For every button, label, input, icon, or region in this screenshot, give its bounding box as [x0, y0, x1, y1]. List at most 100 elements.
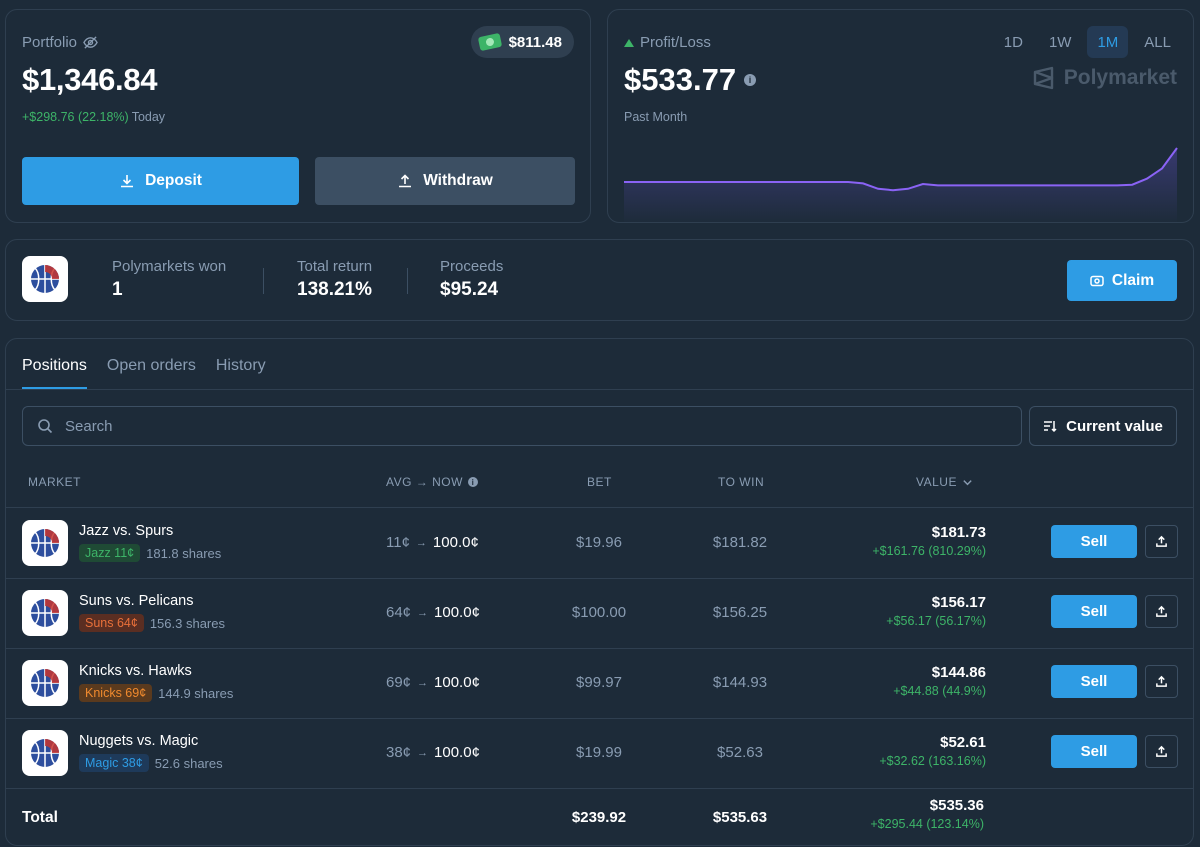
market-title[interactable]: Nuggets vs. Magic — [79, 733, 199, 749]
row-divider — [6, 578, 1193, 579]
search-input[interactable] — [65, 417, 965, 435]
share-icon — [1156, 535, 1167, 547]
tab-open-orders[interactable]: Open orders — [106, 357, 196, 374]
arrow-right-icon: → — [417, 606, 429, 619]
shares-count: 144.9 shares — [158, 685, 234, 701]
market-title[interactable]: Suns vs. Pelicans — [79, 593, 194, 609]
profit-loss-value: $533.77 i — [624, 62, 757, 98]
share-button[interactable] — [1145, 525, 1178, 558]
range-all[interactable]: ALL — [1144, 33, 1171, 51]
cash-balance-pill: $811.48 — [470, 26, 574, 58]
profit-loss-label: Profit/Loss — [624, 34, 711, 51]
info-icon[interactable]: i — [467, 477, 478, 487]
tabs-divider — [6, 389, 1193, 390]
eye-off-icon[interactable] — [83, 35, 98, 50]
range-selector: 1D 1W 1M ALL — [994, 26, 1181, 58]
divider — [407, 268, 408, 294]
outcome-badge: Suns 64¢ — [79, 614, 144, 632]
outcome-badge: Knicks 69¢ — [79, 684, 153, 702]
polymarket-logo-icon — [1033, 66, 1053, 90]
polymarkets-won-stat: Polymarkets won 1 — [112, 258, 227, 300]
basketball-icon — [22, 730, 68, 776]
info-icon[interactable]: i — [744, 74, 757, 86]
range-1m[interactable]: 1M — [1087, 26, 1129, 58]
to-win-cell: $52.63 — [717, 744, 763, 761]
shares-count: 52.6 shares — [154, 755, 223, 771]
avg-now-cell: 69¢ → 100.0¢ — [386, 674, 480, 691]
share-button[interactable] — [1145, 665, 1178, 698]
sell-button[interactable]: Sell — [1051, 595, 1137, 628]
header-to-win: TO WIN — [718, 475, 765, 489]
outcome-badge: Jazz 11¢ — [79, 544, 141, 562]
total-bet: $239.92 — [571, 809, 627, 826]
basketball-icon — [22, 256, 68, 302]
search-icon — [38, 419, 53, 434]
avg-now-cell: 38¢ → 100.0¢ — [386, 744, 480, 761]
basketball-icon — [22, 590, 68, 636]
table-divider — [6, 507, 1193, 508]
divider — [263, 268, 264, 294]
shares-count: 181.8 shares — [146, 545, 222, 561]
market-title[interactable]: Jazz vs. Spurs — [79, 523, 174, 539]
positions-tabs: Positions Open orders History — [22, 357, 266, 389]
table-row[interactable]: Knicks vs. Hawks Knicks 69¢ 144.9 shares 69… — [6, 648, 1195, 718]
download-icon — [121, 175, 134, 188]
header-value[interactable]: VALUE — [916, 475, 973, 489]
claim-button[interactable]: Claim — [1067, 260, 1177, 301]
value-cell: $52.61 +$32.62 (163.16%) — [879, 734, 986, 768]
bet-cell: $19.99 — [576, 744, 622, 761]
share-button[interactable] — [1145, 735, 1178, 768]
total-to-win: $535.63 — [712, 809, 768, 826]
positions-card: Positions Open orders History Current va… — [5, 338, 1194, 846]
share-icon — [1156, 745, 1167, 757]
avg-now-cell: 11¢ → 100.0¢ — [386, 534, 479, 551]
sell-button[interactable]: Sell — [1051, 735, 1137, 768]
portfolio-value: $1,346.84 — [22, 62, 158, 97]
tab-history[interactable]: History — [215, 357, 266, 374]
row-divider — [6, 788, 1193, 789]
to-win-cell: $181.82 — [712, 534, 768, 551]
market-title[interactable]: Knicks vs. Hawks — [79, 663, 192, 679]
range-1w[interactable]: 1W — [1048, 33, 1072, 51]
search-box[interactable] — [22, 406, 1022, 446]
to-win-cell: $156.25 — [712, 604, 768, 621]
profit-loss-card: Profit/Loss $533.77 i Past Month 1D 1W 1… — [607, 9, 1194, 223]
rewards-stats-card: Polymarkets won 1 Total return 138.21% P… — [5, 239, 1194, 321]
portfolio-label: Portfolio — [22, 34, 98, 51]
cash-icon — [1090, 275, 1104, 286]
share-button[interactable] — [1145, 595, 1178, 628]
outcome-badge: Magic 38¢ — [79, 754, 149, 772]
value-cell: $144.86 +$44.88 (44.9%) — [893, 664, 986, 698]
bet-cell: $19.96 — [576, 534, 622, 551]
arrow-right-icon: → — [417, 746, 429, 759]
share-icon — [1156, 605, 1167, 617]
upload-icon — [399, 174, 412, 188]
profit-loss-chart — [624, 147, 1178, 222]
sell-button[interactable]: Sell — [1051, 665, 1137, 698]
deposit-button[interactable]: Deposit — [22, 157, 299, 205]
value-cell: $156.17 +$56.17 (56.17%) — [886, 594, 986, 628]
value-cell: $181.73 +$161.76 (810.29%) — [872, 524, 986, 558]
withdraw-button[interactable]: Withdraw — [315, 157, 575, 205]
total-label: Total — [22, 809, 58, 826]
sell-button[interactable]: Sell — [1051, 525, 1137, 558]
profit-loss-line — [624, 147, 1178, 192]
table-row[interactable]: Jazz vs. Spurs Jazz 11¢ 181.8 shares 11¢ → 10… — [6, 508, 1195, 578]
share-icon — [1156, 675, 1167, 687]
table-row[interactable]: Suns vs. Pelicans Suns 64¢ 156.3 shares 64¢… — [6, 578, 1195, 648]
market-subtitle: Jazz 11¢ 181.8 shares — [79, 544, 221, 562]
market-subtitle: Suns 64¢ 156.3 shares — [79, 614, 225, 632]
table-row[interactable]: Nuggets vs. Magic Magic 38¢ 52.6 shares 38¢… — [6, 718, 1195, 788]
sort-icon — [1044, 421, 1057, 433]
chevron-down-icon — [963, 479, 972, 485]
sort-button[interactable]: Current value — [1029, 406, 1177, 446]
row-divider — [6, 648, 1193, 649]
header-avg-now[interactable]: AVG → NOW i — [386, 475, 478, 489]
tab-positions[interactable]: Positions — [22, 357, 87, 389]
arrow-right-icon: → — [415, 536, 427, 549]
total-return-stat: Total return 138.21% — [297, 258, 373, 300]
to-win-cell: $144.93 — [712, 674, 768, 691]
header-bet: BET — [587, 475, 612, 489]
range-1d[interactable]: 1D — [1003, 33, 1023, 51]
portfolio-card: Portfolio $1,346.84 +$298.76 (22.18%) Tod… — [5, 9, 591, 223]
